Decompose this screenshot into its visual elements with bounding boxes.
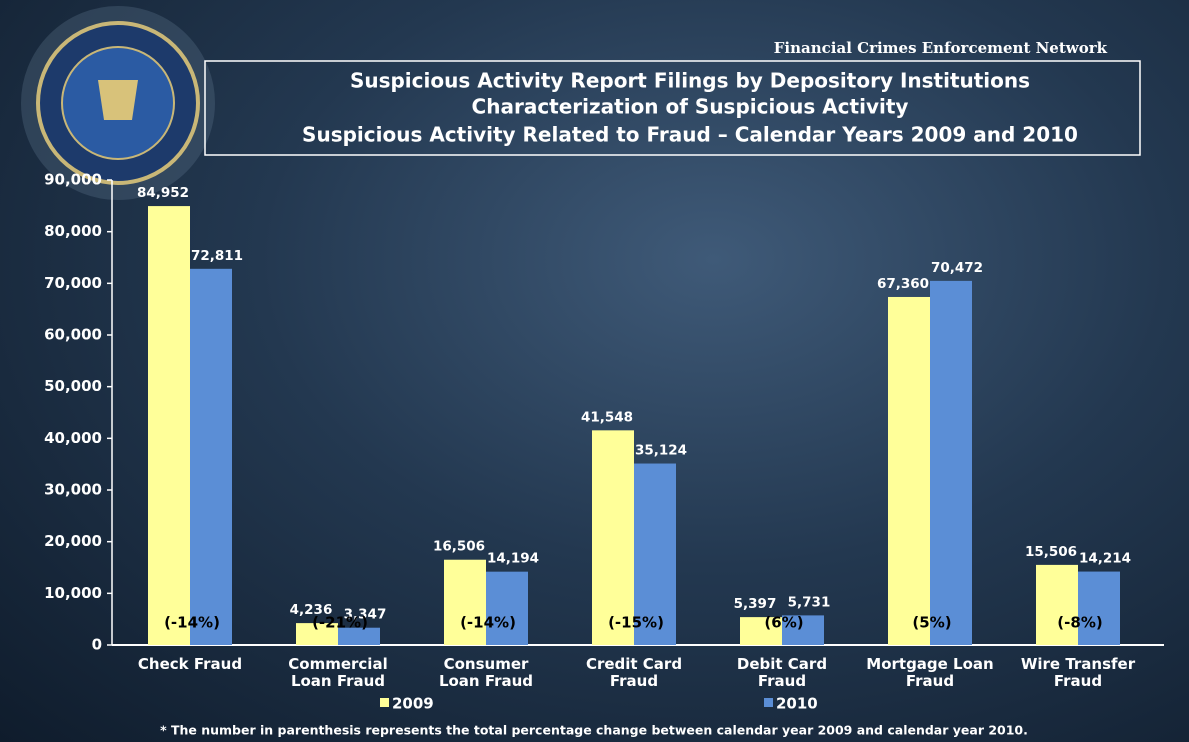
bar [486,572,528,645]
chart-subtitle: Characterization of Suspicious Activity [472,95,909,119]
annotation: (5%) [912,614,951,632]
value-label: 35,124 [635,443,687,459]
value-label: 5,397 [734,596,777,612]
legend-label: 2010 [776,695,818,713]
annotation: (-14%) [460,614,516,632]
y-tick-label: 0 [92,636,102,654]
legend-swatch [764,698,773,707]
y-tick-label: 60,000 [44,326,102,344]
y-tick-label: 40,000 [44,429,102,447]
value-label: 84,952 [137,185,189,201]
slide: Financial Crimes Enforcement Network Sus… [0,0,1189,742]
bar [148,206,190,645]
annotation: (-8%) [1057,614,1102,632]
value-label: 72,811 [191,248,243,264]
chart-subtitle: Suspicious Activity Related to Fraud – C… [302,123,1078,147]
bar [888,297,930,645]
annotation: (6%) [764,614,803,632]
value-label: 14,194 [487,551,539,567]
bar [1036,565,1078,645]
y-tick-label: 50,000 [44,377,102,395]
y-tick-label: 90,000 [44,171,102,189]
value-label: 5,731 [788,594,831,610]
value-label: 70,472 [931,260,983,276]
annotation: (-21%) [312,614,368,632]
bar [1078,572,1120,645]
annotation: (-15%) [608,614,664,632]
value-label: 15,506 [1025,544,1077,560]
y-tick-label: 30,000 [44,481,102,499]
x-tick-label: Commercial Loan Fraud [264,656,412,690]
y-tick-label: 70,000 [44,274,102,292]
y-tick-label: 10,000 [44,584,102,602]
bar [190,269,232,645]
x-tick-label: Check Fraud [116,656,264,673]
value-label: 14,214 [1079,551,1131,567]
seal-shield [98,80,138,120]
footnote: * The number in parenthesis represents t… [160,723,1028,738]
value-label: 16,506 [433,539,485,555]
chart: Financial Crimes Enforcement Network Sus… [0,0,1189,742]
x-tick-label: Credit Card Fraud [560,656,708,690]
legend-label: 2009 [392,695,434,713]
legend-swatch [380,698,389,707]
x-tick-label: Wire Transfer Fraud [1004,656,1152,690]
x-tick-label: Debit Card Fraud [708,656,856,690]
x-tick-label: Mortgage Loan Fraud [856,656,1004,690]
bar [930,281,972,645]
y-tick-label: 20,000 [44,532,102,550]
y-tick-label: 80,000 [44,222,102,240]
bar [444,560,486,645]
value-label: 67,360 [877,276,929,292]
value-label: 41,548 [581,409,633,425]
annotation: (-14%) [164,614,220,632]
chart-title: Suspicious Activity Report Filings by De… [350,69,1030,93]
organization: Financial Crimes Enforcement Network [774,39,1108,57]
x-tick-label: Consumer Loan Fraud [412,656,560,690]
